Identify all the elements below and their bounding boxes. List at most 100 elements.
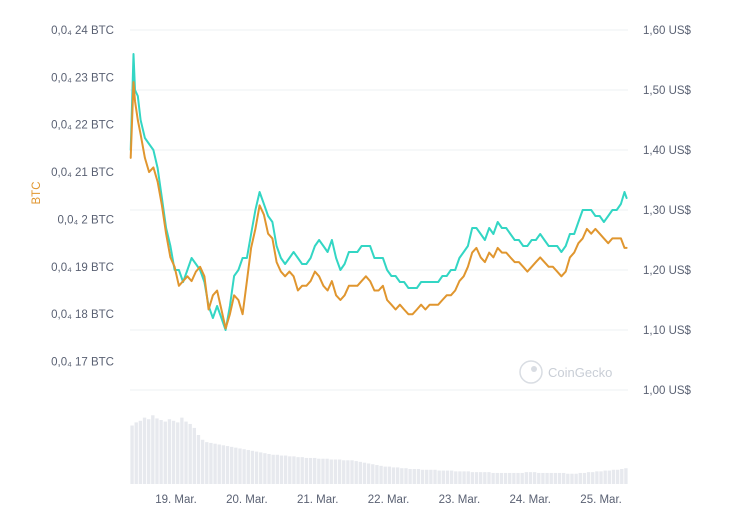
left-axis-title: BTC bbox=[31, 182, 43, 205]
volume-bar bbox=[553, 472, 558, 484]
volume-bar bbox=[437, 470, 441, 484]
volume-bar bbox=[383, 466, 387, 484]
volume-bar bbox=[250, 450, 255, 484]
volume-bar bbox=[275, 454, 279, 484]
volume-bar bbox=[474, 472, 479, 484]
volume-bar bbox=[404, 468, 408, 484]
volume-bar bbox=[586, 472, 591, 484]
left-axis-ticks: 0,0₄ 17 BTC 0,0₄ 18 BTC 0,0₄ 19 BTC 0,0₄ 2 … bbox=[51, 25, 114, 369]
right-axis-ticks: 1,00 US$ 1,10 US$ 1,20 US$ 1,30 US$ 1,40 US$… bbox=[643, 25, 692, 397]
volume-bar bbox=[358, 461, 362, 484]
volume-bars bbox=[130, 415, 628, 484]
coingecko-logo-icon bbox=[519, 360, 543, 384]
right-tick-label: 1,30 US$ bbox=[643, 205, 692, 217]
volume-bar bbox=[408, 468, 412, 484]
volume-bar bbox=[246, 450, 250, 484]
coingecko-watermark: CoinGecko bbox=[519, 360, 612, 384]
volume-bar bbox=[611, 469, 616, 484]
x-tick-label: 23. Mar. bbox=[439, 494, 481, 506]
coingecko-watermark-text: CoinGecko bbox=[548, 365, 612, 380]
volume-bar bbox=[313, 457, 317, 484]
volume-bar bbox=[503, 472, 508, 484]
volume-bar bbox=[300, 457, 304, 484]
volume-bar bbox=[346, 460, 350, 484]
volume-bar bbox=[163, 421, 167, 484]
volume-bar bbox=[209, 442, 213, 484]
left-tick-label: 0,0₄ 23 BTC bbox=[51, 72, 114, 84]
right-tick-label: 1,20 US$ bbox=[643, 265, 692, 277]
volume-bar bbox=[508, 472, 512, 484]
volume-bar bbox=[155, 418, 159, 484]
volume-bar bbox=[366, 463, 371, 484]
volume-bar bbox=[242, 449, 246, 484]
volume-bar bbox=[566, 473, 570, 484]
volume-bar bbox=[420, 469, 425, 484]
volume-bar bbox=[354, 461, 358, 484]
volume-bar bbox=[333, 459, 338, 484]
volume-bar bbox=[325, 458, 329, 484]
left-tick-label: 0,0₄ 19 BTC bbox=[51, 262, 114, 274]
volume-bar bbox=[624, 468, 628, 484]
volume-bar bbox=[491, 472, 495, 484]
volume-bar bbox=[196, 435, 201, 484]
volume-bar bbox=[528, 472, 533, 484]
volume-bar bbox=[259, 452, 263, 484]
left-tick-label: 0,0₄ 21 BTC bbox=[51, 167, 114, 179]
volume-bar bbox=[159, 420, 163, 484]
volume-bar bbox=[292, 456, 296, 484]
volume-bar bbox=[483, 472, 487, 484]
volume-bar bbox=[350, 460, 354, 484]
volume-bar bbox=[499, 472, 504, 484]
volume-bar bbox=[217, 444, 221, 484]
volume-bar bbox=[371, 464, 375, 484]
right-tick-label: 1,60 US$ bbox=[643, 25, 692, 37]
volume-bar bbox=[549, 472, 553, 484]
volume-bar bbox=[151, 415, 155, 484]
volume-bar bbox=[582, 472, 587, 484]
volume-bar bbox=[200, 439, 205, 484]
volume-bar bbox=[591, 472, 595, 484]
volume-bar bbox=[263, 453, 267, 484]
volume-bar bbox=[595, 471, 599, 484]
volume-bar bbox=[171, 420, 176, 484]
volume-bar bbox=[321, 458, 325, 484]
volume-bar bbox=[387, 466, 392, 484]
coingecko-logo-eye-icon bbox=[531, 366, 537, 372]
right-tick-label: 1,50 US$ bbox=[643, 85, 692, 97]
volume-bar bbox=[308, 457, 313, 484]
volume-bar bbox=[537, 472, 541, 484]
left-tick-label: 0,0₄ 17 BTC bbox=[51, 357, 114, 369]
volume-bar bbox=[433, 469, 437, 484]
volume-bar bbox=[524, 472, 528, 484]
volume-bar bbox=[425, 469, 429, 484]
volume-bar bbox=[304, 457, 309, 484]
volume-bar bbox=[462, 471, 466, 484]
volume-bar bbox=[213, 443, 217, 484]
volume-bar bbox=[192, 427, 196, 484]
chart-gridlines bbox=[130, 29, 628, 391]
volume-bar bbox=[458, 471, 462, 484]
volume-bar bbox=[603, 470, 607, 484]
volume-bar bbox=[545, 472, 549, 484]
volume-bar bbox=[271, 454, 275, 484]
x-tick-label: 20. Mar. bbox=[226, 494, 268, 506]
volume-bar bbox=[225, 446, 230, 484]
volume-bar bbox=[391, 467, 396, 484]
btc-price-line bbox=[129, 81, 628, 330]
left-tick-label: 0,0₄ 18 BTC bbox=[51, 309, 114, 321]
volume-bar bbox=[180, 417, 184, 484]
x-tick-label: 21. Mar. bbox=[297, 494, 339, 506]
volume-bar bbox=[142, 417, 147, 484]
volume-bar bbox=[337, 459, 342, 484]
volume-bar bbox=[578, 472, 582, 484]
volume-bar bbox=[329, 459, 333, 484]
x-tick-label: 24. Mar. bbox=[509, 494, 551, 506]
volume-bar bbox=[283, 455, 288, 484]
volume-bar bbox=[541, 472, 545, 484]
volume-bar bbox=[607, 470, 611, 484]
volume-bar bbox=[479, 472, 483, 484]
volume-bar bbox=[288, 456, 292, 484]
volume-bar bbox=[230, 446, 234, 484]
volume-bar bbox=[279, 455, 284, 484]
